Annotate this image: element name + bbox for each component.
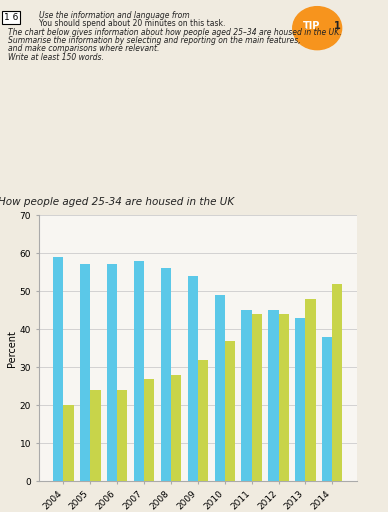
- Bar: [171, 375, 181, 481]
- Bar: [279, 314, 289, 481]
- Bar: [322, 337, 332, 481]
- Bar: [117, 390, 127, 481]
- Bar: [134, 261, 144, 481]
- Bar: [225, 340, 235, 481]
- Text: Write at least 150 words.: Write at least 150 words.: [8, 53, 104, 62]
- Bar: [107, 265, 117, 481]
- Text: and make comparisons where relevant.: and make comparisons where relevant.: [8, 44, 159, 53]
- Bar: [90, 390, 100, 481]
- Text: How people aged 25-34 are housed in the UK: How people aged 25-34 are housed in the …: [0, 197, 234, 207]
- Bar: [64, 405, 74, 481]
- Bar: [198, 359, 208, 481]
- Bar: [241, 310, 252, 481]
- Bar: [144, 378, 154, 481]
- Text: Summarise the information by selecting and reporting on the main features,: Summarise the information by selecting a…: [8, 36, 300, 45]
- Text: 1: 1: [334, 20, 341, 31]
- Text: Use the information and language from: Use the information and language from: [39, 11, 189, 20]
- Text: 1 6: 1 6: [4, 13, 18, 22]
- Bar: [80, 265, 90, 481]
- Bar: [53, 257, 64, 481]
- Bar: [188, 276, 198, 481]
- Bar: [252, 314, 262, 481]
- Text: TIP: TIP: [303, 20, 320, 31]
- Bar: [295, 318, 305, 481]
- Text: You should spend about 20 minutes on this task.: You should spend about 20 minutes on thi…: [39, 19, 225, 28]
- Bar: [161, 268, 171, 481]
- Bar: [215, 295, 225, 481]
- Y-axis label: Percent: Percent: [7, 330, 17, 367]
- Bar: [332, 284, 343, 481]
- Text: The chart below gives information about how people aged 25–34 are housed in the : The chart below gives information about …: [8, 28, 341, 37]
- Bar: [268, 310, 279, 481]
- Circle shape: [293, 7, 342, 50]
- Bar: [305, 298, 315, 481]
